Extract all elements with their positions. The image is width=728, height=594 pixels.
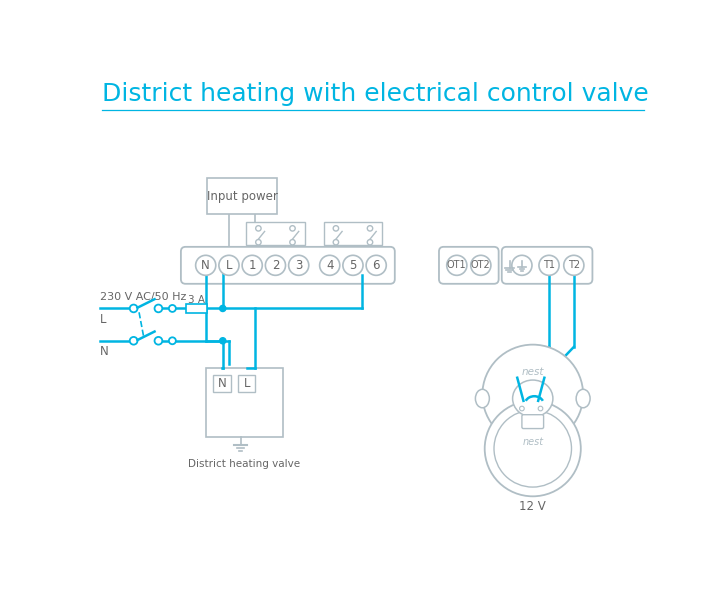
Text: L: L [226, 259, 232, 272]
Text: District heating valve: District heating valve [189, 459, 301, 469]
Text: 2: 2 [272, 259, 280, 272]
Circle shape [485, 401, 581, 497]
Text: L: L [244, 377, 250, 390]
Text: nest: nest [522, 437, 543, 447]
FancyBboxPatch shape [206, 368, 283, 437]
Circle shape [288, 255, 309, 276]
Circle shape [220, 305, 226, 311]
FancyBboxPatch shape [186, 304, 207, 313]
Text: 5: 5 [349, 259, 357, 272]
FancyBboxPatch shape [181, 247, 395, 284]
Ellipse shape [513, 380, 553, 417]
Circle shape [333, 226, 339, 231]
FancyBboxPatch shape [238, 375, 256, 393]
Text: T1: T1 [543, 260, 555, 270]
Text: L: L [100, 312, 107, 326]
Circle shape [447, 255, 467, 276]
Circle shape [366, 255, 387, 276]
Circle shape [512, 255, 532, 276]
FancyBboxPatch shape [522, 415, 544, 428]
Text: Input power: Input power [207, 189, 277, 203]
Circle shape [343, 255, 363, 276]
Circle shape [154, 305, 162, 312]
Text: 4: 4 [326, 259, 333, 272]
Circle shape [368, 226, 373, 231]
Circle shape [368, 239, 373, 245]
Text: 3: 3 [295, 259, 302, 272]
Text: N: N [100, 345, 109, 358]
Text: District heating with electrical control valve: District heating with electrical control… [102, 83, 649, 106]
Circle shape [256, 226, 261, 231]
Circle shape [169, 305, 176, 312]
Circle shape [290, 226, 296, 231]
FancyBboxPatch shape [323, 222, 382, 245]
Ellipse shape [576, 389, 590, 407]
Text: T2: T2 [568, 260, 580, 270]
Circle shape [520, 406, 524, 411]
Text: 6: 6 [373, 259, 380, 272]
Circle shape [169, 337, 176, 345]
Text: OT2: OT2 [471, 260, 491, 270]
Circle shape [154, 337, 162, 345]
Text: nest: nest [521, 366, 544, 377]
Circle shape [563, 255, 584, 276]
Circle shape [471, 255, 491, 276]
FancyBboxPatch shape [502, 247, 593, 284]
Circle shape [242, 255, 262, 276]
FancyBboxPatch shape [207, 178, 277, 214]
Text: 230 V AC/50 Hz: 230 V AC/50 Hz [100, 292, 186, 302]
Ellipse shape [475, 389, 489, 407]
Circle shape [333, 239, 339, 245]
Text: 3 A: 3 A [188, 295, 205, 305]
FancyBboxPatch shape [439, 247, 499, 284]
Circle shape [219, 255, 239, 276]
Text: N: N [202, 259, 210, 272]
Circle shape [483, 345, 583, 445]
FancyBboxPatch shape [213, 375, 231, 393]
Text: 1: 1 [248, 259, 256, 272]
Circle shape [539, 255, 559, 276]
Circle shape [130, 305, 138, 312]
Circle shape [266, 255, 285, 276]
Circle shape [256, 239, 261, 245]
Circle shape [320, 255, 340, 276]
Text: OT1: OT1 [447, 260, 467, 270]
Text: N: N [218, 377, 226, 390]
Circle shape [290, 239, 296, 245]
Text: 12 V: 12 V [519, 500, 546, 513]
Circle shape [220, 338, 226, 344]
FancyBboxPatch shape [246, 222, 305, 245]
Circle shape [494, 410, 571, 487]
Circle shape [196, 255, 215, 276]
Circle shape [130, 337, 138, 345]
Circle shape [538, 406, 543, 411]
